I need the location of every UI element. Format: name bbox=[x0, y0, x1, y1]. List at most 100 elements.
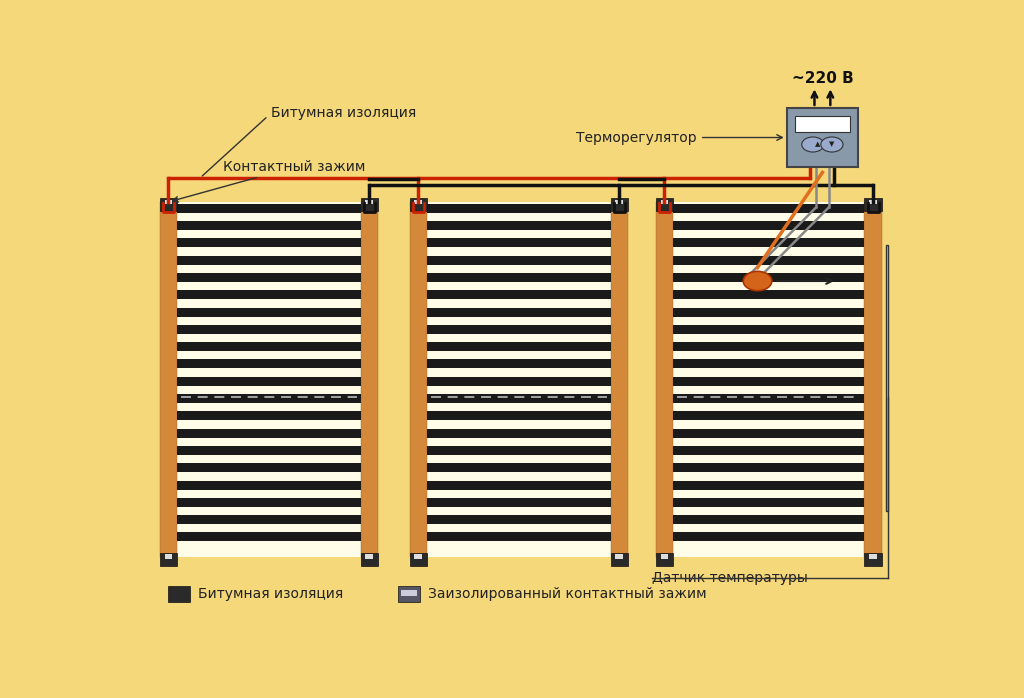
Bar bbox=[415, 200, 423, 204]
Bar bbox=[177, 342, 360, 351]
Bar bbox=[427, 498, 610, 507]
Text: Контактный зажим: Контактный зажим bbox=[173, 160, 366, 202]
Text: Заизолированный контактный зажим: Заизолированный контактный зажим bbox=[428, 587, 707, 602]
Text: Битумная изоляция: Битумная изоляция bbox=[203, 106, 416, 176]
Bar bbox=[177, 446, 360, 455]
Bar bbox=[655, 202, 882, 557]
Bar bbox=[660, 554, 669, 558]
Text: ▼: ▼ bbox=[829, 142, 835, 147]
Bar bbox=[160, 202, 177, 557]
Bar bbox=[177, 204, 360, 213]
Bar bbox=[366, 200, 373, 204]
Bar bbox=[427, 290, 610, 299]
Bar bbox=[427, 481, 610, 489]
Bar bbox=[673, 515, 864, 524]
Bar bbox=[165, 554, 172, 558]
Text: Датчик температуры: Датчик температуры bbox=[652, 571, 808, 585]
Bar bbox=[177, 377, 360, 386]
Bar bbox=[427, 463, 610, 473]
Bar bbox=[360, 553, 378, 566]
Bar bbox=[410, 553, 427, 566]
Bar bbox=[673, 204, 864, 213]
Circle shape bbox=[802, 137, 824, 152]
Bar bbox=[177, 238, 360, 247]
Bar bbox=[165, 200, 172, 204]
Bar bbox=[410, 198, 427, 211]
Bar bbox=[168, 586, 189, 602]
Bar bbox=[673, 533, 864, 542]
Bar bbox=[160, 553, 177, 566]
Bar bbox=[673, 221, 864, 230]
Bar bbox=[610, 198, 628, 211]
Bar bbox=[177, 273, 360, 282]
Bar bbox=[610, 202, 628, 557]
Bar bbox=[415, 554, 423, 558]
Bar bbox=[673, 446, 864, 455]
Bar bbox=[673, 481, 864, 489]
Bar bbox=[177, 411, 360, 420]
Bar bbox=[795, 116, 850, 132]
Bar bbox=[397, 586, 420, 602]
Bar bbox=[427, 273, 610, 282]
Bar bbox=[427, 446, 610, 455]
Bar bbox=[864, 198, 882, 211]
Bar bbox=[673, 255, 864, 265]
Bar bbox=[864, 553, 882, 566]
Bar bbox=[786, 108, 858, 167]
Bar bbox=[427, 359, 610, 369]
Circle shape bbox=[821, 137, 843, 152]
Bar bbox=[427, 515, 610, 524]
Text: Терморегулятор: Терморегулятор bbox=[577, 131, 782, 144]
Bar bbox=[160, 202, 378, 557]
Bar bbox=[673, 290, 864, 299]
Bar bbox=[660, 200, 669, 204]
Bar bbox=[427, 308, 610, 317]
Bar bbox=[427, 221, 610, 230]
Bar bbox=[360, 202, 378, 557]
Text: ~220 В: ~220 В bbox=[792, 71, 853, 87]
Bar bbox=[177, 359, 360, 369]
Bar bbox=[177, 533, 360, 542]
Bar bbox=[427, 238, 610, 247]
Bar bbox=[177, 325, 360, 334]
Bar bbox=[673, 359, 864, 369]
Text: Битумная изоляция: Битумная изоляция bbox=[198, 587, 343, 602]
Bar bbox=[673, 238, 864, 247]
Bar bbox=[177, 463, 360, 473]
Bar bbox=[177, 290, 360, 299]
Bar bbox=[427, 394, 610, 403]
Bar bbox=[864, 202, 882, 557]
Bar bbox=[886, 244, 888, 511]
Circle shape bbox=[743, 272, 772, 290]
Bar bbox=[160, 198, 177, 211]
Bar bbox=[673, 429, 864, 438]
Bar bbox=[427, 204, 610, 213]
Bar bbox=[177, 255, 360, 265]
Bar bbox=[673, 273, 864, 282]
Bar bbox=[869, 200, 878, 204]
Bar bbox=[673, 463, 864, 473]
Bar bbox=[177, 498, 360, 507]
Bar bbox=[427, 255, 610, 265]
Bar bbox=[655, 198, 673, 211]
Bar bbox=[673, 394, 864, 403]
Bar bbox=[673, 325, 864, 334]
Bar bbox=[655, 202, 673, 557]
Bar bbox=[427, 325, 610, 334]
Bar bbox=[427, 429, 610, 438]
Bar bbox=[615, 554, 624, 558]
Bar bbox=[360, 198, 378, 211]
Bar bbox=[177, 394, 360, 403]
Bar bbox=[177, 221, 360, 230]
Bar bbox=[673, 498, 864, 507]
Bar bbox=[410, 202, 628, 557]
Bar bbox=[615, 200, 624, 204]
Bar bbox=[610, 553, 628, 566]
Bar bbox=[673, 342, 864, 351]
Bar bbox=[869, 554, 878, 558]
Bar bbox=[673, 411, 864, 420]
Bar bbox=[427, 342, 610, 351]
Bar bbox=[673, 308, 864, 317]
Text: ▲: ▲ bbox=[815, 142, 820, 147]
Bar bbox=[673, 377, 864, 386]
